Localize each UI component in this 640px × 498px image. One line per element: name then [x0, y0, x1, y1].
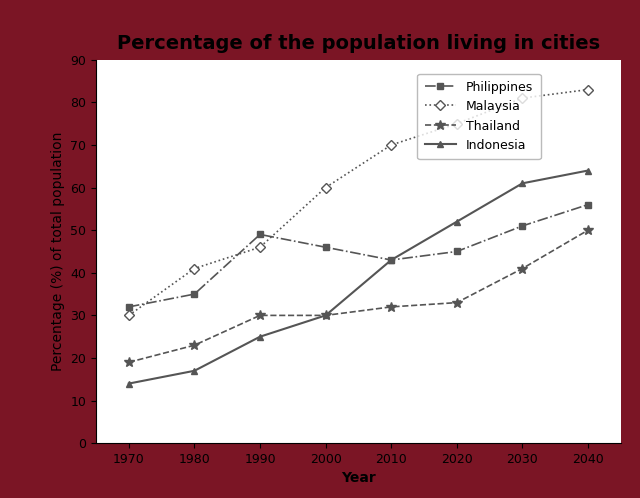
Malaysia [322, 185, 330, 191]
Indonesia [584, 167, 592, 173]
Thailand [256, 312, 264, 318]
Title: Percentage of the population living in cities: Percentage of the population living in c… [117, 34, 600, 53]
Legend: Philippines, Malaysia, Thailand, Indonesia: Philippines, Malaysia, Thailand, Indones… [417, 74, 541, 159]
X-axis label: Year: Year [341, 472, 376, 486]
Philippines [322, 244, 330, 250]
Thailand [584, 227, 592, 233]
Malaysia [518, 95, 526, 101]
Malaysia [191, 265, 198, 271]
Indonesia [518, 180, 526, 186]
Line: Indonesia: Indonesia [125, 167, 591, 387]
Malaysia [387, 142, 395, 148]
Malaysia [125, 312, 132, 318]
Line: Philippines: Philippines [125, 202, 591, 310]
Thailand [125, 359, 132, 365]
Thailand [322, 312, 330, 318]
Philippines [125, 304, 132, 310]
Indonesia [191, 368, 198, 374]
Philippines [584, 202, 592, 208]
Thailand [191, 342, 198, 348]
Philippines [518, 223, 526, 229]
Indonesia [322, 312, 330, 318]
Indonesia [453, 219, 461, 225]
Philippines [387, 257, 395, 263]
Philippines [191, 291, 198, 297]
Line: Thailand: Thailand [124, 225, 593, 367]
Malaysia [256, 244, 264, 250]
Y-axis label: Percentage (%) of total population: Percentage (%) of total population [51, 132, 65, 371]
Indonesia [256, 334, 264, 340]
Line: Malaysia: Malaysia [125, 86, 591, 319]
Malaysia [584, 87, 592, 93]
Thailand [518, 265, 526, 271]
Thailand [453, 300, 461, 306]
Indonesia [125, 380, 132, 386]
Philippines [453, 249, 461, 254]
Thailand [387, 304, 395, 310]
Indonesia [387, 257, 395, 263]
Philippines [256, 232, 264, 238]
Malaysia [453, 121, 461, 126]
